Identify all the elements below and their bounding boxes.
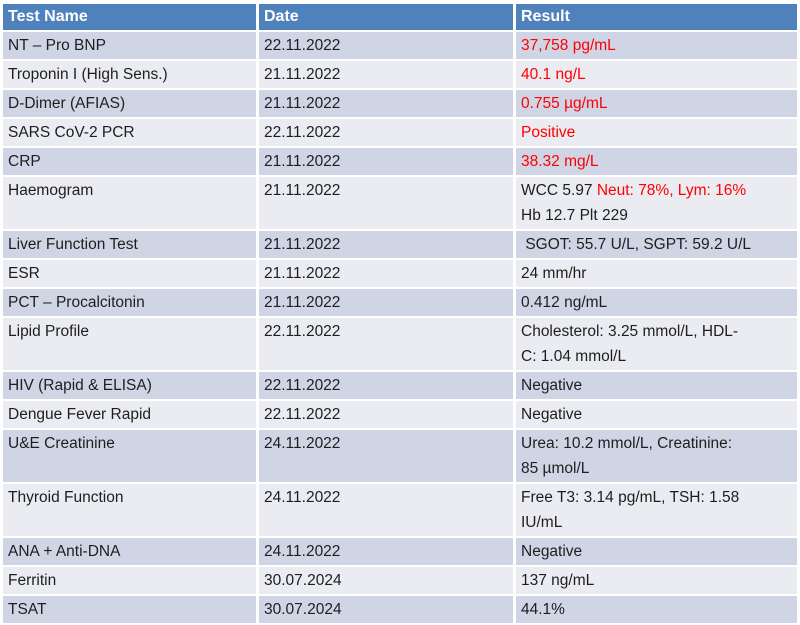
table-row: CRP 21.11.2022 38.32 mg/L (3, 148, 797, 175)
table-row: TSAT 30.07.2024 44.1% (3, 596, 797, 623)
result-segment: SGOT: 55.7 U/L, SGPT: 59.2 U/L (521, 236, 752, 253)
table-row: Haemogram 21.11.2022 WCC 5.97 Neut: 78%, L… (3, 177, 797, 229)
test-name-cell: Lipid Profile (3, 318, 256, 370)
date-cell: 21.11.2022 (259, 177, 513, 229)
result-cell: 0.755 µg/mL (516, 90, 797, 117)
test-name-cell: PCT – Procalcitonin (3, 289, 256, 316)
result-cell: 137 ng/mL (516, 567, 797, 594)
table-row: SARS CoV-2 PCR 22.11.2022 Positive (3, 119, 797, 146)
result-cell: Negative (516, 538, 797, 565)
table-row: Lipid Profile 22.11.2022 Cholesterol: 3.25… (3, 318, 797, 370)
test-name-cell: TSAT (3, 596, 256, 623)
table-body: NT – Pro BNP 22.11.2022 37,758 pg/mL Tropon… (3, 32, 797, 623)
table-row: D-Dimer (AFIAS) 21.11.2022 0.755 µg/mL (3, 90, 797, 117)
result-segment: Negative (521, 377, 583, 394)
test-name-cell: Ferritin (3, 567, 256, 594)
result-cell: 37,758 pg/mL (516, 32, 797, 59)
test-name-cell: Liver Function Test (3, 231, 256, 258)
result-segment: 40.1 ng/L (521, 66, 586, 83)
date-cell: 22.11.2022 (259, 401, 513, 428)
test-name-cell: Thyroid Function (3, 484, 256, 536)
result-segment: Negative (521, 406, 583, 423)
result-segment: WCC 5.97 (521, 182, 597, 199)
result-segment: 137 ng/mL (521, 572, 595, 589)
date-cell: 24.11.2022 (259, 430, 513, 482)
header-row: Test Name Date Result (3, 4, 797, 30)
result-cell: Urea: 10.2 mmol/L, Creatinine: 85 µmol/L (516, 430, 797, 482)
test-name-cell: NT – Pro BNP (3, 32, 256, 59)
test-name-cell: ANA + Anti-DNA (3, 538, 256, 565)
date-cell: 22.11.2022 (259, 372, 513, 399)
table-row: Liver Function Test 21.11.2022 SGOT: 55.7… (3, 231, 797, 258)
table-row: ESR 21.11.2022 24 mm/hr (3, 260, 797, 287)
date-cell: 24.11.2022 (259, 538, 513, 565)
test-name-cell: ESR (3, 260, 256, 287)
table-row: Dengue Fever Rapid 22.11.2022 Negative (3, 401, 797, 428)
table-row: Troponin I (High Sens.) 21.11.2022 40.1 ng… (3, 61, 797, 88)
test-name-cell: Dengue Fever Rapid (3, 401, 256, 428)
date-cell: 21.11.2022 (259, 231, 513, 258)
result-cell: 44.1% (516, 596, 797, 623)
result-segment: Hb 12.7 Plt 229 (521, 207, 628, 224)
result-cell: 40.1 ng/L (516, 61, 797, 88)
result-segment: 0.412 ng/mL (521, 294, 608, 311)
table-row: PCT – Procalcitonin 21.11.2022 0.412 ng/mL (3, 289, 797, 316)
test-name-cell: HIV (Rapid & ELISA) (3, 372, 256, 399)
result-segment: 38.32 mg/L (521, 153, 599, 170)
result-cell: SGOT: 55.7 U/L, SGPT: 59.2 U/L (516, 231, 797, 258)
result-cell: Negative (516, 372, 797, 399)
date-cell: 30.07.2024 (259, 596, 513, 623)
date-cell: 21.11.2022 (259, 90, 513, 117)
test-name-cell: Troponin I (High Sens.) (3, 61, 256, 88)
date-cell: 22.11.2022 (259, 318, 513, 370)
result-cell: 24 mm/hr (516, 260, 797, 287)
date-cell: 21.11.2022 (259, 61, 513, 88)
result-segment: Negative (521, 543, 583, 560)
result-segment: 37,758 pg/mL (521, 37, 616, 54)
result-segment: 24 mm/hr (521, 265, 587, 282)
header-date: Date (259, 4, 513, 30)
result-segment: Neut: 78%, Lym: 16% (596, 182, 747, 199)
result-cell: Negative (516, 401, 797, 428)
table-row: U&E Creatinine 24.11.2022 Urea: 10.2 mmol/… (3, 430, 797, 482)
result-segment: Cholesterol: 3.25 mmol/L, HDL- C: 1.04 m… (521, 323, 739, 365)
result-segment: Urea: 10.2 mmol/L, Creatinine: 85 µmol/L (521, 435, 733, 477)
table-row: NT – Pro BNP 22.11.2022 37,758 pg/mL (3, 32, 797, 59)
test-name-cell: D-Dimer (AFIAS) (3, 90, 256, 117)
result-cell: 38.32 mg/L (516, 148, 797, 175)
result-segment: 0.755 µg/mL (521, 95, 608, 112)
test-name-cell: CRP (3, 148, 256, 175)
test-name-cell: SARS CoV-2 PCR (3, 119, 256, 146)
table-row: HIV (Rapid & ELISA) 22.11.2022 Negative (3, 372, 797, 399)
date-cell: 24.11.2022 (259, 484, 513, 536)
table-row: ANA + Anti-DNA 24.11.2022 Negative (3, 538, 797, 565)
date-cell: 21.11.2022 (259, 260, 513, 287)
result-cell: 0.412 ng/mL (516, 289, 797, 316)
result-cell: Free T3: 3.14 pg/mL, TSH: 1.58 IU/mL (516, 484, 797, 536)
date-cell: 22.11.2022 (259, 32, 513, 59)
date-cell: 21.11.2022 (259, 148, 513, 175)
table-row: Ferritin 30.07.2024 137 ng/mL (3, 567, 797, 594)
date-cell: 22.11.2022 (259, 119, 513, 146)
result-segment: Free T3: 3.14 pg/mL, TSH: 1.58 IU/mL (521, 489, 740, 531)
date-cell: 30.07.2024 (259, 567, 513, 594)
result-cell: Cholesterol: 3.25 mmol/L, HDL- C: 1.04 m… (516, 318, 797, 370)
date-cell: 21.11.2022 (259, 289, 513, 316)
header-test-name: Test Name (3, 4, 256, 30)
table-row: Thyroid Function 24.11.2022 Free T3: 3.14 … (3, 484, 797, 536)
result-cell: WCC 5.97 Neut: 78%, Lym: 16% Hb 12.7 Plt… (516, 177, 797, 229)
test-name-cell: U&E Creatinine (3, 430, 256, 482)
result-cell: Positive (516, 119, 797, 146)
header-result: Result (516, 4, 797, 30)
result-segment: 44.1% (521, 601, 565, 618)
test-name-cell: Haemogram (3, 177, 256, 229)
result-segment: Positive (521, 124, 576, 141)
